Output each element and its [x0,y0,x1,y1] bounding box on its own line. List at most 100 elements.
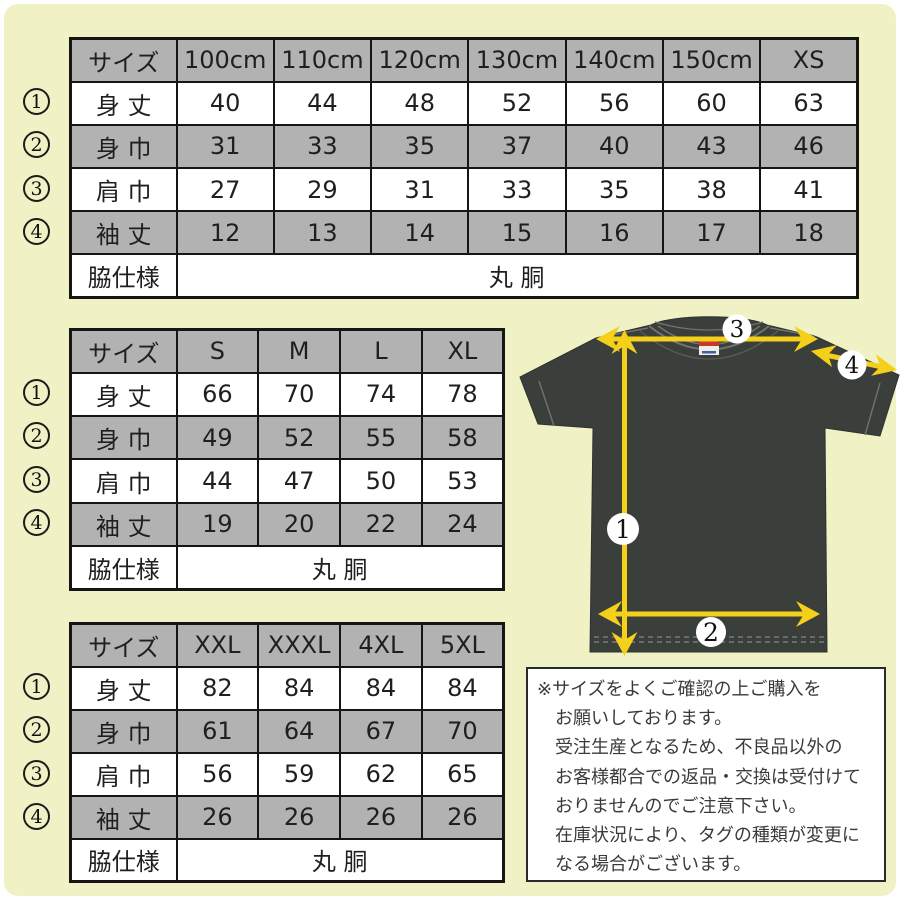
table-row: 肩 巾 27 29 31 33 35 38 41 [69,166,859,213]
value-cell: 35 [370,123,470,169]
value-cell: 38 [661,166,762,213]
marker-4-plus: 4 [23,803,50,830]
table-row: 袖 丈 12 13 14 15 16 17 18 [69,210,859,256]
page-background: サイズ 100cm 110cm 120cm 130cm 140cm 150cm … [4,4,900,896]
value-cell: 24 [420,501,505,548]
marker-digit: 4 [30,220,43,243]
header-cell: 5XL [420,622,505,668]
notice-line: なる場合がございます。 [555,854,752,876]
header-row: サイズ S M L XL [69,328,505,374]
header-cell: 150cm [661,37,762,83]
marker-3-adult: 3 [23,466,50,493]
size-table-kids: サイズ 100cm 110cm 120cm 130cm 140cm 150cm … [69,37,859,299]
value-cell: 50 [339,458,423,504]
value-cell: 35 [564,166,664,213]
footer-row: 脇仕様 丸 胴 [69,253,859,299]
value-cell: 49 [175,415,260,461]
value-cell: 70 [420,708,505,754]
marker-4-adult: 4 [23,509,50,536]
header-cell: サイズ [69,37,178,83]
value-cell: 84 [339,665,423,711]
notice-line: ※サイズをよくご確認の上ご購入を [537,679,822,700]
value-cell: 59 [257,751,341,797]
value-cell: 52 [257,415,341,461]
value-cell: 55 [339,415,423,461]
footer-value-cell: 丸 胴 [175,545,505,591]
header-row: サイズ 100cm 110cm 120cm 130cm 140cm 150cm … [69,37,859,83]
value-cell: 44 [272,80,373,126]
header-cell: 130cm [467,37,567,83]
table-row: 袖 丈 19 20 22 24 [69,501,505,548]
value-cell: 47 [257,458,341,504]
marker-digit: 3 [30,762,43,785]
marker-1-adult: 1 [23,379,50,406]
marker-3-kids: 3 [23,175,50,202]
marker-2-plus: 2 [23,716,50,743]
value-cell: 66 [175,371,260,418]
value-cell: 12 [175,210,275,256]
value-cell: 82 [175,665,260,711]
marker-2-kids: 2 [23,131,50,158]
table-row: 身 巾 61 64 67 70 [69,708,505,754]
label-cell: 身 丈 [69,665,178,711]
diagram-marker-1: 1 [607,513,639,545]
value-cell: 65 [420,751,505,797]
value-cell: 41 [759,166,859,213]
marker-digit: 2 [30,718,43,741]
value-cell: 60 [661,80,762,126]
value-cell: 26 [339,794,423,840]
notice-line: 受注生産となるため、不良品以外の [555,737,843,759]
table-row: 身 丈 40 44 48 52 56 60 63 [69,80,859,126]
notice-line: おりませんのでご注意下さい。 [555,795,807,817]
size-table-plus: サイズ XXL XXXL 4XL 5XL 身 丈 82 84 84 84 身 巾… [69,622,505,883]
marker-digit: 3 [30,468,43,491]
value-cell: 33 [272,123,373,169]
value-cell: 14 [370,210,470,256]
marker-digit: 1 [30,675,43,698]
table-row: 身 巾 49 52 55 58 [69,415,505,461]
table-row: 身 巾 31 33 35 37 40 43 46 [69,123,859,169]
marker-4-kids: 4 [23,218,50,245]
header-row: サイズ XXL XXXL 4XL 5XL [69,622,505,668]
marker-digit: 4 [30,511,43,534]
value-cell: 78 [420,371,505,418]
value-cell: 15 [467,210,567,256]
header-cell: サイズ [69,622,178,668]
header-cell: XXL [175,622,260,668]
label-cell: 脇仕様 [69,253,178,299]
diagram-marker-3: 3 [722,314,752,344]
label-cell: 身 丈 [69,80,178,126]
header-cell: XL [420,328,505,374]
svg-text:2: 2 [703,618,719,647]
measure-arrow-2 [598,601,820,627]
value-cell: 56 [564,80,664,126]
header-cell: 140cm [564,37,664,83]
back-neck-seam [654,321,764,331]
tshirt-diagram: 3 4 1 2 [509,307,900,669]
footer-value-cell: 丸 胴 [175,253,859,299]
purchase-notice: ※サイズをよくご確認の上ご購入を お願いしております。 受注生産となるため、不良… [526,667,886,882]
marker-1-kids: 1 [23,88,50,115]
label-cell: 身 丈 [69,371,178,418]
value-cell: 52 [467,80,567,126]
value-cell: 33 [467,166,567,213]
diagram-marker-4: 4 [837,350,867,380]
measure-arrow-1 [611,330,638,656]
marker-digit: 2 [30,133,43,156]
marker-digit: 3 [30,177,43,200]
value-cell: 26 [257,794,341,840]
value-cell: 44 [175,458,260,504]
value-cell: 26 [175,794,260,840]
value-cell: 16 [564,210,664,256]
value-cell: 40 [175,80,275,126]
label-cell: 身 巾 [69,123,178,169]
table-row: 肩 巾 44 47 50 53 [69,458,505,504]
diagram-marker-2: 2 [696,617,726,647]
neck-tag-white [699,346,719,355]
value-cell: 31 [175,123,275,169]
label-cell: 肩 巾 [69,166,178,213]
notice-line: 在庫状況により、タグの種類が変更に [555,825,860,847]
value-cell: 19 [175,501,260,548]
notice-line: お客様都合での返品・交換は受付けて [555,766,861,788]
footer-value-cell: 丸 胴 [175,837,505,883]
